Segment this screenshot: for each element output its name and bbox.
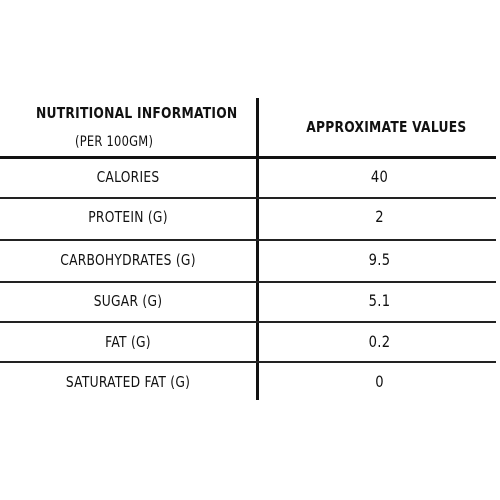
header-approximate-values: APPROXIMATE VALUES: [306, 118, 467, 136]
row-value: 2: [375, 207, 384, 226]
header-divider: [0, 156, 496, 159]
row-divider: [0, 281, 496, 283]
row-label: FAT (G): [105, 333, 151, 351]
row-value: 9.5: [368, 250, 391, 269]
row-label: PROTEIN (G): [88, 208, 168, 226]
row-label: CARBOHYDRATES (G): [60, 251, 196, 269]
row-divider: [0, 197, 496, 199]
row-divider: [0, 239, 496, 241]
row-value: 0: [375, 372, 384, 391]
header-per-100gm: (PER 100GM): [75, 134, 154, 150]
row-divider: [0, 321, 496, 323]
row-value: 0.2: [368, 332, 391, 351]
row-label: SUGAR (G): [93, 292, 163, 310]
row-label: CALORIES: [96, 168, 160, 186]
row-label: SATURATED FAT (G): [65, 373, 191, 391]
column-divider: [256, 98, 259, 400]
header-nutritional-information: NUTRITIONAL INFORMATION: [36, 104, 238, 122]
row-value: 40: [370, 167, 389, 186]
row-value: 5.1: [368, 291, 391, 310]
row-divider: [0, 361, 496, 363]
